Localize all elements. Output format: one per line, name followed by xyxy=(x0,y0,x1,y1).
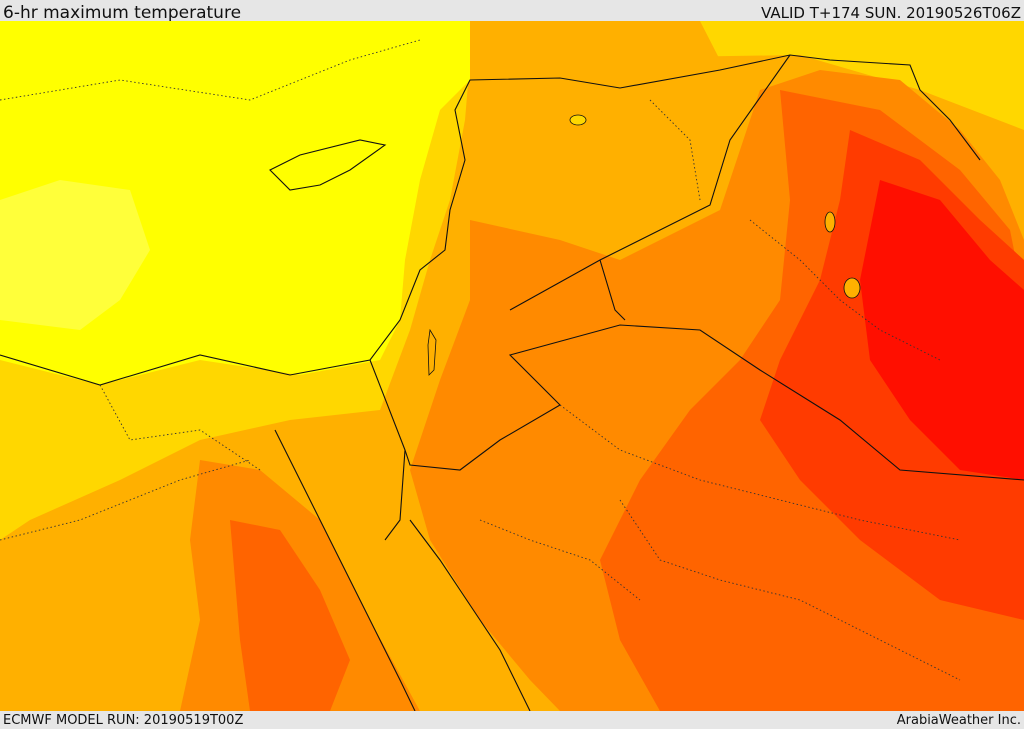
footer-bar xyxy=(0,711,1024,729)
country-borders xyxy=(0,54,1024,711)
province-borders xyxy=(0,39,961,681)
header-bar xyxy=(0,0,1024,21)
red-sea-zone xyxy=(360,520,530,711)
map-title: 6-hr maximum temperature xyxy=(3,3,242,23)
valid-time-label: VALID T+174 SUN. 20190526T06Z xyxy=(761,4,1021,22)
dead-sea-icon xyxy=(427,328,437,376)
model-run-label: ECMWF MODEL RUN: 20190519T00Z xyxy=(3,713,244,728)
temperature-zone-red xyxy=(860,180,1024,480)
temperature-zone-deep-orange-sinai xyxy=(230,520,350,711)
lake-icon xyxy=(843,277,861,299)
lake-icon xyxy=(824,211,836,233)
temperature-zone-amber-north xyxy=(420,21,720,80)
credit-label: ArabiaWeather Inc. xyxy=(896,713,1021,728)
lake-icon xyxy=(569,114,587,126)
temperature-map xyxy=(0,21,1024,711)
temperature-zone-yellow-core xyxy=(0,180,150,330)
